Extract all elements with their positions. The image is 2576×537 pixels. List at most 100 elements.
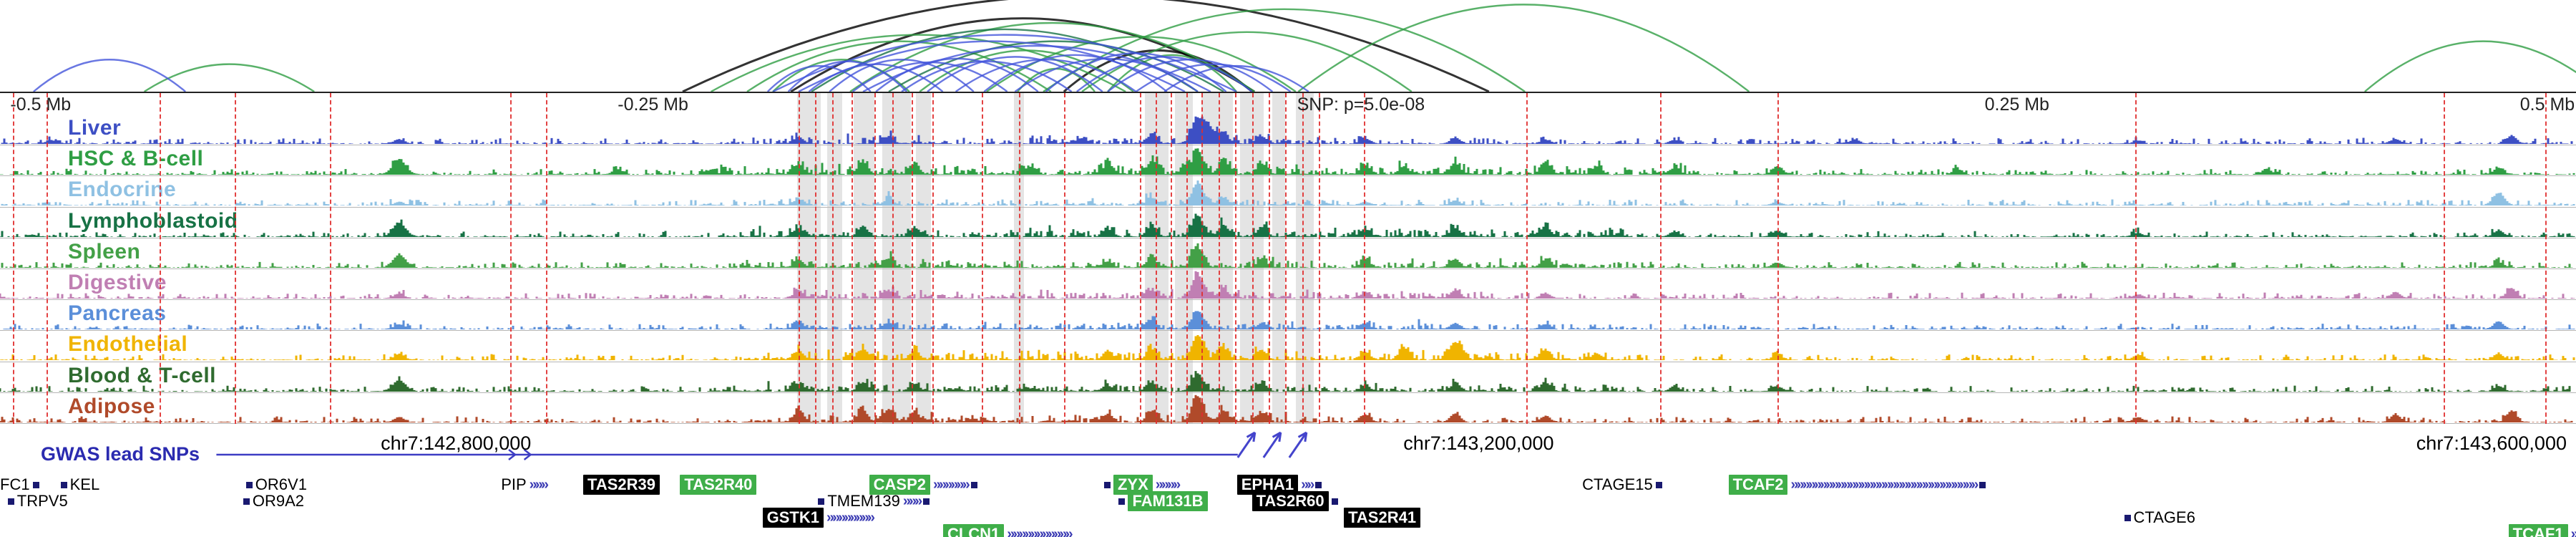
interaction-arc bbox=[849, 21, 1255, 92]
interaction-arc bbox=[1163, 64, 1309, 92]
gene-label: TCAF2 bbox=[1728, 475, 1788, 495]
track-liver: Liver bbox=[0, 115, 2576, 146]
track-signal bbox=[1, 180, 2575, 206]
gene-direction-arrows-icon: »»»»»» bbox=[932, 477, 970, 493]
chromatin-interaction-arcs bbox=[33, 0, 2576, 93]
interaction-arc bbox=[790, 17, 1256, 93]
gene-body-marker-icon bbox=[2124, 514, 2131, 521]
gwas-row: GWAS lead SNPs chr7:142,800,000 chr7:143… bbox=[0, 424, 2576, 470]
interaction-arc bbox=[901, 60, 1073, 92]
gene-body-marker-icon bbox=[7, 498, 14, 505]
track-label-digestive: Digestive bbox=[68, 270, 167, 294]
track-label-endothelial: Endothelial bbox=[68, 332, 188, 357]
interaction-arc bbox=[2364, 40, 2576, 92]
interaction-arc bbox=[33, 59, 186, 92]
gene-ctage6: CTAGE6 bbox=[2124, 508, 2195, 527]
gene-body-marker-icon bbox=[245, 481, 253, 488]
gene-body-marker-icon bbox=[1315, 481, 1322, 488]
ruler-label-left: -0.5 Mb bbox=[10, 95, 72, 115]
gene-direction-arrows-icon: »»»» bbox=[1155, 477, 1181, 493]
interaction-arc bbox=[798, 40, 1186, 93]
interaction-arc bbox=[1135, 63, 1292, 92]
lead-snp-arrow-icon bbox=[1288, 431, 1308, 458]
gene-fam131b: FAM131B bbox=[1118, 491, 1208, 511]
gene-direction-arrows-icon: »»»»»»»»»»»»»»»»»»»»»»»»»»»»»»»» bbox=[1790, 477, 1979, 493]
gene-body-marker-icon bbox=[32, 481, 39, 488]
gene-tmem139: TMEM139»»» bbox=[818, 492, 930, 511]
gene-kel: KEL bbox=[60, 475, 100, 494]
interaction-arc bbox=[143, 63, 315, 93]
interaction-arc bbox=[1076, 56, 1253, 92]
lead-snp-arrow-icon bbox=[1236, 431, 1257, 458]
gene-label: FC1 bbox=[0, 475, 30, 493]
interaction-arc bbox=[1107, 59, 1274, 92]
interaction-arc bbox=[927, 56, 1103, 92]
tracks-panel: Liver HSC & B-cell Endocrine Lymphoblastoid… bbox=[0, 92, 2576, 424]
track-signal bbox=[0, 335, 2575, 361]
gene-gstk1: GSTK1»»»»»»»» bbox=[762, 508, 875, 528]
coordinate-mid: chr7:143,200,000 bbox=[1403, 432, 1554, 454]
gene-label: FAM131B bbox=[1128, 491, 1208, 511]
interaction-arc bbox=[888, 40, 1224, 93]
gene-direction-arrows-icon: »» bbox=[1301, 477, 1314, 493]
gene-label: KEL bbox=[69, 475, 100, 493]
gene-label: TMEM139 bbox=[827, 492, 900, 510]
gene-label: CTAGE6 bbox=[2133, 508, 2195, 526]
track-pancreas: Pancreas bbox=[0, 300, 2576, 332]
gene-label: CTAGE15 bbox=[1582, 475, 1653, 493]
gene-body-marker-icon bbox=[1979, 481, 1986, 488]
gene-label: TCAF1 bbox=[2508, 524, 2568, 537]
track-blood-t-cell: Blood & T-cell bbox=[0, 362, 2576, 393]
gene-zyx: ZYX»»»» bbox=[1103, 475, 1181, 495]
gene-direction-arrows-icon: »»»» bbox=[2570, 526, 2576, 537]
gene-label: OR6V1 bbox=[255, 475, 307, 493]
gene-label: OR9A2 bbox=[252, 492, 304, 510]
track-signal bbox=[0, 213, 2575, 237]
track-hsc-b-cell: HSC & B-cell bbox=[0, 145, 2576, 177]
interaction-arc bbox=[852, 61, 1008, 92]
gene-label: PIP bbox=[501, 475, 527, 493]
track-signal bbox=[1, 116, 2573, 145]
gene-trpv5: TRPV5 bbox=[7, 492, 68, 511]
gene-tas2r41: TAS2R41 bbox=[1344, 508, 1421, 528]
track-endothelial: Endothelial bbox=[0, 331, 2576, 362]
gene-or6v1: OR6V1 bbox=[245, 475, 307, 494]
track-label-hsc-b-cell: HSC & B-cell bbox=[68, 147, 204, 171]
track-signal bbox=[0, 395, 2573, 422]
track-adipose: Adipose bbox=[0, 393, 2576, 424]
track-lymphoblastoid: Lymphoblastoid bbox=[0, 208, 2576, 238]
gene-body-marker-icon bbox=[243, 498, 250, 505]
gwas-lead-snp-markers bbox=[216, 431, 1308, 460]
gene-tas2r60: TAS2R60 bbox=[1252, 491, 1338, 511]
track-label-liver: Liver bbox=[68, 116, 122, 140]
gene-direction-arrows-icon: »»» bbox=[529, 477, 549, 493]
gene-tcaf2: TCAF2»»»»»»»»»»»»»»»»»»»»»»»»»»»»»»»» bbox=[1728, 475, 1986, 495]
track-label-spleen: Spleen bbox=[68, 239, 141, 263]
gene-tcaf1: TCAF1»»»» bbox=[2508, 524, 2576, 537]
ruler: -0.5 Mb -0.25 Mb SNP: p=5.0e-08 0.25 Mb … bbox=[0, 93, 2576, 115]
gene-label: TAS2R40 bbox=[680, 475, 757, 495]
gene-or9a2: OR9A2 bbox=[243, 492, 304, 511]
track-label-adipose: Adipose bbox=[68, 394, 155, 418]
gene-body-marker-icon bbox=[60, 481, 67, 488]
gene-body-marker-icon bbox=[1103, 481, 1111, 488]
gene-clcn1: CLCN1»»»»»»»»»»» bbox=[942, 524, 1073, 537]
gene-body-marker-icon bbox=[970, 481, 977, 488]
gwas-line-chevron-icon bbox=[523, 449, 532, 460]
interaction-arc bbox=[811, 28, 1199, 93]
ruler-label-q1: -0.25 Mb bbox=[618, 95, 688, 115]
interaction-arc bbox=[829, 59, 975, 92]
gene-pip: PIP»»» bbox=[501, 475, 549, 494]
track-label-lymphoblastoid: Lymphoblastoid bbox=[68, 208, 238, 233]
gene-body-marker-icon bbox=[1655, 481, 1662, 488]
track-digestive: Digestive bbox=[0, 269, 2576, 301]
track-signal bbox=[1, 243, 2573, 268]
signal-tracks: Liver HSC & B-cell Endocrine Lymphoblastoid… bbox=[0, 115, 2576, 424]
gene-casp2: CASP2»»»»»» bbox=[869, 475, 977, 495]
gwas-lead-snps-label: GWAS lead SNPs bbox=[41, 443, 200, 465]
track-signal bbox=[0, 370, 2571, 392]
gene-body-marker-icon bbox=[818, 498, 825, 505]
gene-label: CLCN1 bbox=[942, 524, 1005, 537]
gene-track: FC1 KEL OR6V1 PIP»»» TAS2R39 TAS2R40 CASP2»»»»… bbox=[0, 470, 2576, 537]
